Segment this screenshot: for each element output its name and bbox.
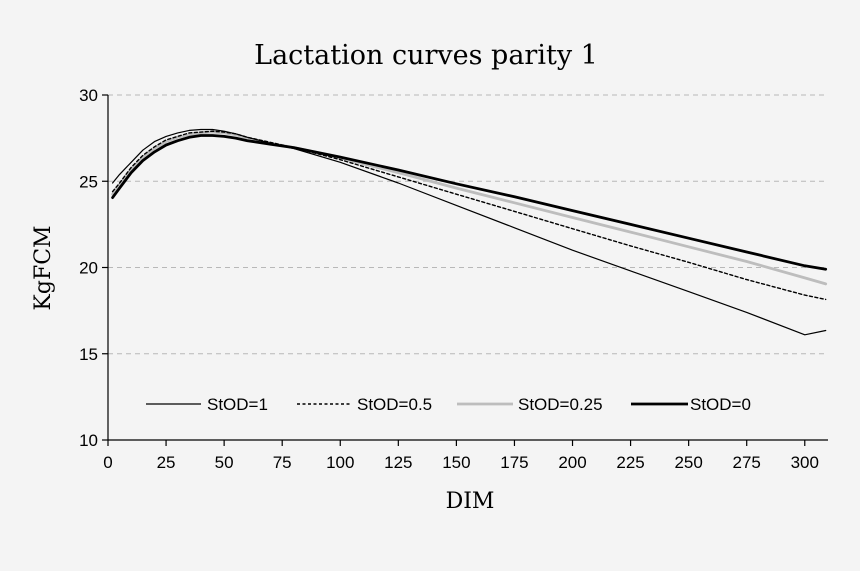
series-line-2 xyxy=(111,130,828,286)
x-tick-label-50: 50 xyxy=(215,453,234,472)
series-line-0 xyxy=(112,128,827,336)
x-tick-label-175: 175 xyxy=(500,453,528,472)
legend-label-2: StOD=0.25 xyxy=(518,395,603,414)
chart-title: Lactation curves parity 1 xyxy=(254,40,598,71)
series-line-3 xyxy=(111,134,828,271)
series-line-1 xyxy=(111,130,827,301)
x-tick-label-200: 200 xyxy=(558,453,586,472)
y-ticks: 10 15 20 25 30 xyxy=(79,86,108,450)
y-tick-label-30: 30 xyxy=(79,86,98,105)
series-layer xyxy=(111,128,828,336)
x-ticks: 0 25 50 75 100 125 150 175 200 225 250 275 300 xyxy=(103,440,819,472)
x-tick-label-150: 150 xyxy=(442,453,470,472)
gridlines xyxy=(108,94,828,355)
x-tick-label-300: 300 xyxy=(791,453,819,472)
legend-label-1: StOD=0.5 xyxy=(357,395,432,414)
x-tick-label-100: 100 xyxy=(326,453,354,472)
x-tick-label-0: 0 xyxy=(103,453,112,472)
x-tick-label-275: 275 xyxy=(733,453,761,472)
y-tick-label-20: 20 xyxy=(79,259,98,278)
legend-label-3: StOD=0 xyxy=(690,395,751,414)
y-axis-title: KgFCM xyxy=(31,225,56,310)
y-tick-label-25: 25 xyxy=(79,172,98,191)
x-tick-label-125: 125 xyxy=(384,453,412,472)
x-axis-title: DIM xyxy=(446,489,495,514)
y-tick-label-10: 10 xyxy=(79,431,98,450)
legend: StOD=1 StOD=0.5 StOD=0.25 StOD=0 xyxy=(146,395,751,414)
x-tick-label-225: 225 xyxy=(616,453,644,472)
x-tick-label-75: 75 xyxy=(273,453,292,472)
x-tick-label-250: 250 xyxy=(674,453,702,472)
x-tick-label-25: 25 xyxy=(157,453,176,472)
legend-label-0: StOD=1 xyxy=(207,395,268,414)
y-tick-label-15: 15 xyxy=(79,345,98,364)
